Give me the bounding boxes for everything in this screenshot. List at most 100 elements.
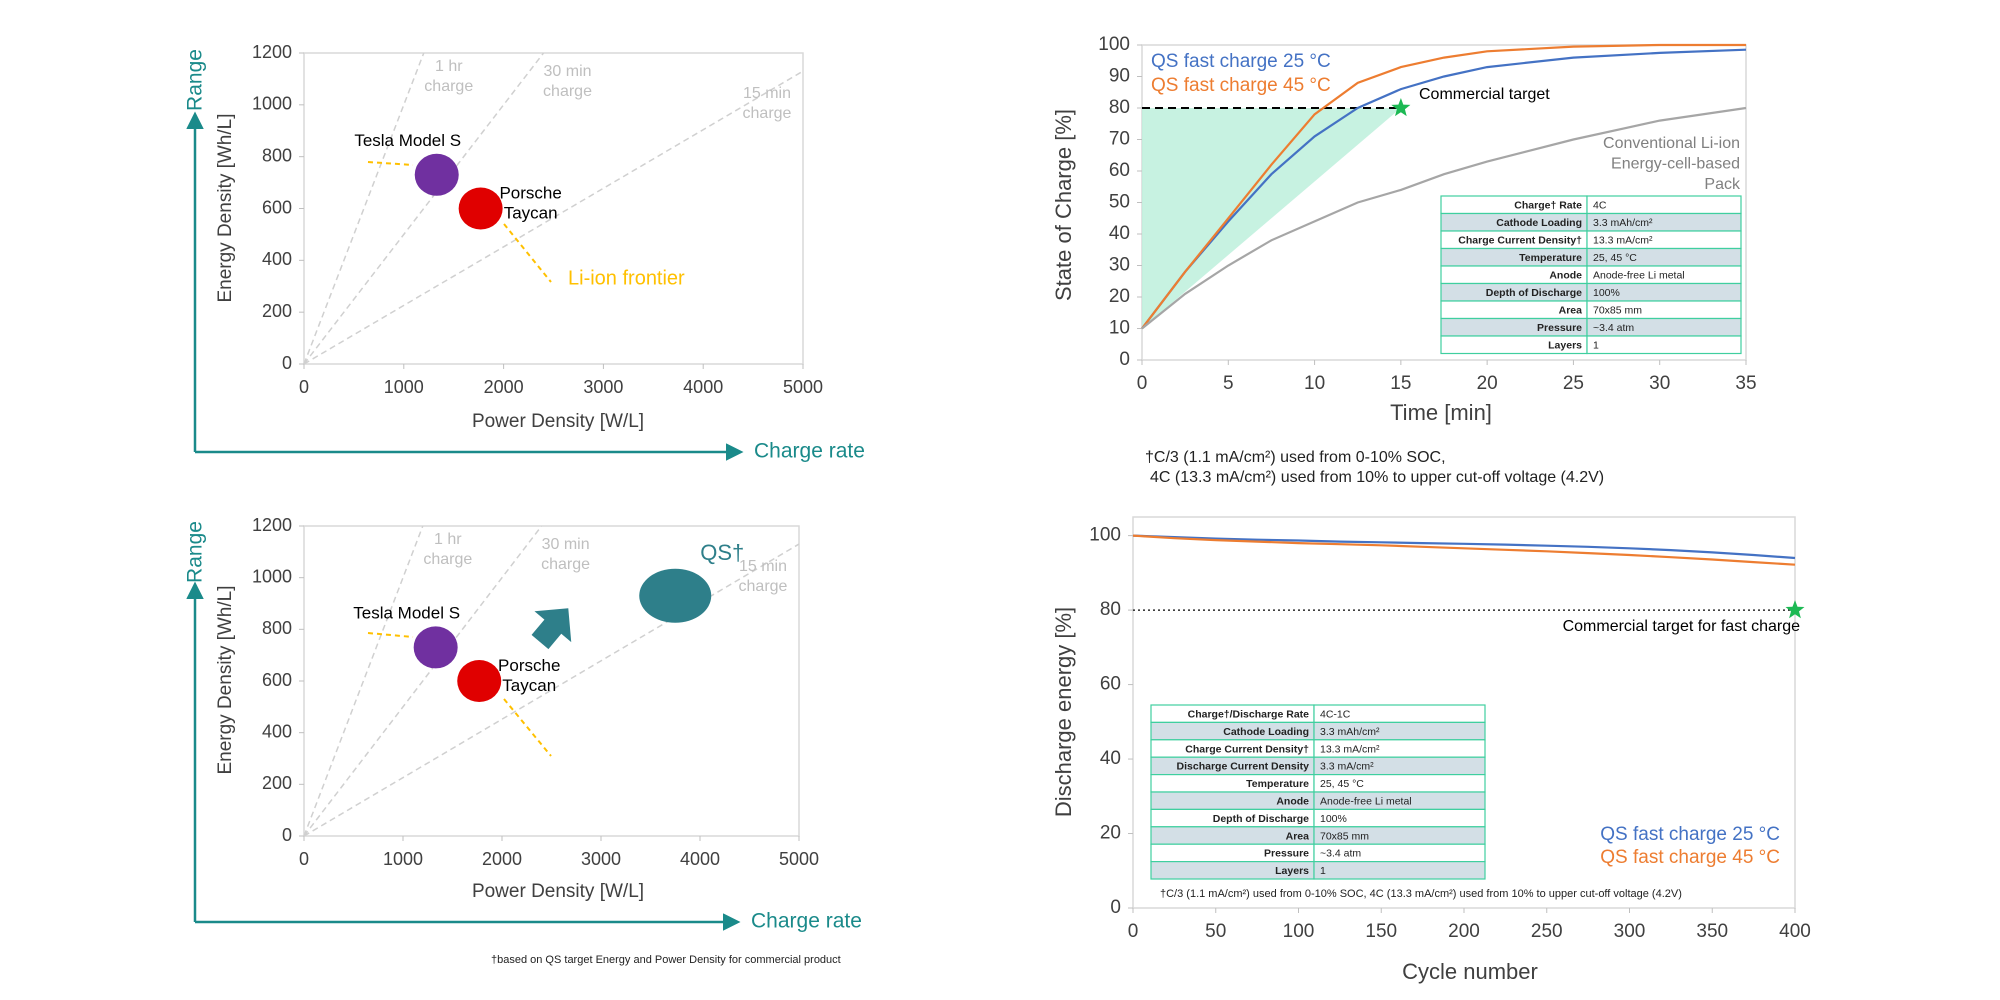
legend-label-line: QS fast charge 45 °C — [1151, 75, 1331, 96]
charge-line — [303, 70, 804, 365]
y-tick-label: 60 — [1100, 674, 1121, 695]
point-label-line: Taycan — [502, 676, 556, 695]
point-label-line: Tesla Model S — [353, 604, 460, 623]
x-tick-label: 0 — [1128, 921, 1139, 942]
point — [639, 568, 712, 623]
footnote: †C/3 (1.1 mA/cm²) used from 0-10% SOC, 4… — [1160, 888, 1682, 900]
y-tick-label: 10 — [1109, 318, 1130, 339]
table-value: 4C-1C — [1320, 708, 1351, 720]
x-axis-label: Time [min] — [1390, 400, 1492, 425]
point-label-line: Taycan — [504, 204, 558, 223]
direction-arrow — [531, 608, 572, 650]
x-axis-label: Cycle number — [1402, 959, 1538, 984]
point-label-line: Porsche — [498, 656, 560, 675]
x-tick-label: 1000 — [384, 377, 424, 397]
x-tick-label: 0 — [299, 849, 309, 869]
series-annotation: Conventional Li-ion Energy-cell-based Pack — [1603, 135, 1741, 193]
frontier-line — [503, 698, 552, 757]
y-tick-label: 80 — [1109, 97, 1130, 118]
x-tick-label: 100 — [1283, 921, 1315, 942]
table-cell — [1586, 195, 1742, 215]
target-area — [1142, 108, 1401, 329]
x-tick-label: 3000 — [581, 849, 621, 869]
y-tick-label: 20 — [1100, 823, 1121, 844]
y-tick-label: 800 — [262, 145, 292, 165]
table-key: Cathode Loading — [1223, 726, 1309, 738]
table-key: Temperature — [1519, 252, 1582, 264]
table-value: ~3.4 atm — [1593, 322, 1634, 334]
table-key: Depth of Discharge — [1213, 813, 1309, 825]
charge-line — [303, 52, 425, 365]
x-tick-label: 300 — [1614, 921, 1646, 942]
charge-line-label: 1 hr charge — [424, 58, 473, 95]
point-label-line: QS† — [700, 540, 744, 565]
y-tick-label: 600 — [262, 670, 292, 690]
target-star — [1391, 98, 1411, 117]
table-value: 3.3 mA/cm² — [1320, 761, 1374, 773]
y-tick-label: 100 — [1089, 525, 1121, 546]
series-annotation-line: Energy-cell-based — [1611, 156, 1740, 173]
series-annotation-line: Conventional Li-ion — [1603, 135, 1740, 152]
series-annotation-line: Pack — [1704, 176, 1741, 193]
charge-line-label: 30 min charge — [541, 536, 590, 573]
table-key: Layers — [1548, 340, 1582, 352]
target-label: Commercial target — [1419, 86, 1550, 103]
x-tick-label: 2000 — [484, 377, 524, 397]
legend-label-line: QS fast charge 25 °C — [1600, 824, 1780, 845]
x-arrow-label: Charge rate — [754, 440, 865, 463]
y-tick-label: 400 — [262, 249, 292, 269]
x-tick-label: 3000 — [583, 377, 623, 397]
y-tick-label: 1200 — [252, 515, 292, 535]
charge-line-label-line: charge — [424, 78, 473, 95]
table-key: Area — [1559, 305, 1583, 317]
table-value: 13.3 mA/cm² — [1320, 743, 1380, 755]
charge-line-label-line: 1 hr — [435, 58, 463, 75]
charge-line-label: 15 min charge — [739, 558, 788, 595]
annotation: Li-ion frontier — [568, 267, 685, 289]
point-label: Porsche Taycan — [498, 656, 560, 695]
x-tick-label: 2000 — [482, 849, 522, 869]
y-axis-label: Energy Density [Wh/L] — [215, 113, 236, 302]
x-axis-label: Power Density [W/L] — [472, 881, 644, 902]
charge-line — [303, 525, 543, 837]
table-cell — [1313, 860, 1486, 880]
y-tick-label: 40 — [1109, 223, 1130, 244]
y-tick-label: 800 — [262, 618, 292, 638]
y-tick-label: 100 — [1098, 34, 1130, 55]
y-tick-label: 400 — [262, 721, 292, 741]
x-axis-label: Power Density [W/L] — [472, 411, 644, 432]
y-axis-label: Energy Density [Wh/L] — [215, 585, 236, 774]
table-cell — [1586, 335, 1742, 355]
table-value: 70x85 mm — [1320, 830, 1369, 842]
legend-label: QS fast charge 25 °C — [1151, 51, 1331, 72]
frontier-line — [367, 632, 414, 638]
charge-line — [303, 52, 545, 365]
footnote: †based on QS target Energy and Power Den… — [491, 954, 841, 966]
charge-line-label-line: charge — [543, 83, 592, 100]
x-tick-label: 5000 — [779, 849, 819, 869]
x-arrow-label: Charge rate — [751, 910, 862, 933]
point-label: Tesla Model S — [354, 131, 461, 150]
frontier-line — [503, 223, 552, 283]
point — [413, 626, 458, 669]
direction-arrow-shape — [531, 608, 572, 650]
charge-line-label-line: 15 min — [743, 85, 791, 102]
y-arrow-label: Range — [184, 521, 207, 583]
table-key: Layers — [1275, 865, 1309, 877]
table-value: 25, 45 °C — [1320, 778, 1364, 790]
y-tick-label: 20 — [1109, 286, 1130, 307]
x-tick-label: 350 — [1696, 921, 1728, 942]
point — [457, 660, 502, 702]
x-tick-label: 0 — [299, 377, 309, 397]
series-line — [1132, 534, 1796, 560]
x-tick-label: 5000 — [783, 377, 823, 397]
y-tick-label: 0 — [282, 825, 292, 845]
y-tick-label: 80 — [1100, 599, 1121, 620]
x-tick-label: 30 — [1649, 373, 1670, 394]
series-line — [1141, 43, 1746, 330]
x-tick-label: 20 — [1477, 373, 1498, 394]
charge-line-label-line: 15 min — [739, 558, 787, 575]
charge-line-label-line: charge — [743, 105, 792, 122]
y-tick-label: 1200 — [252, 42, 292, 62]
